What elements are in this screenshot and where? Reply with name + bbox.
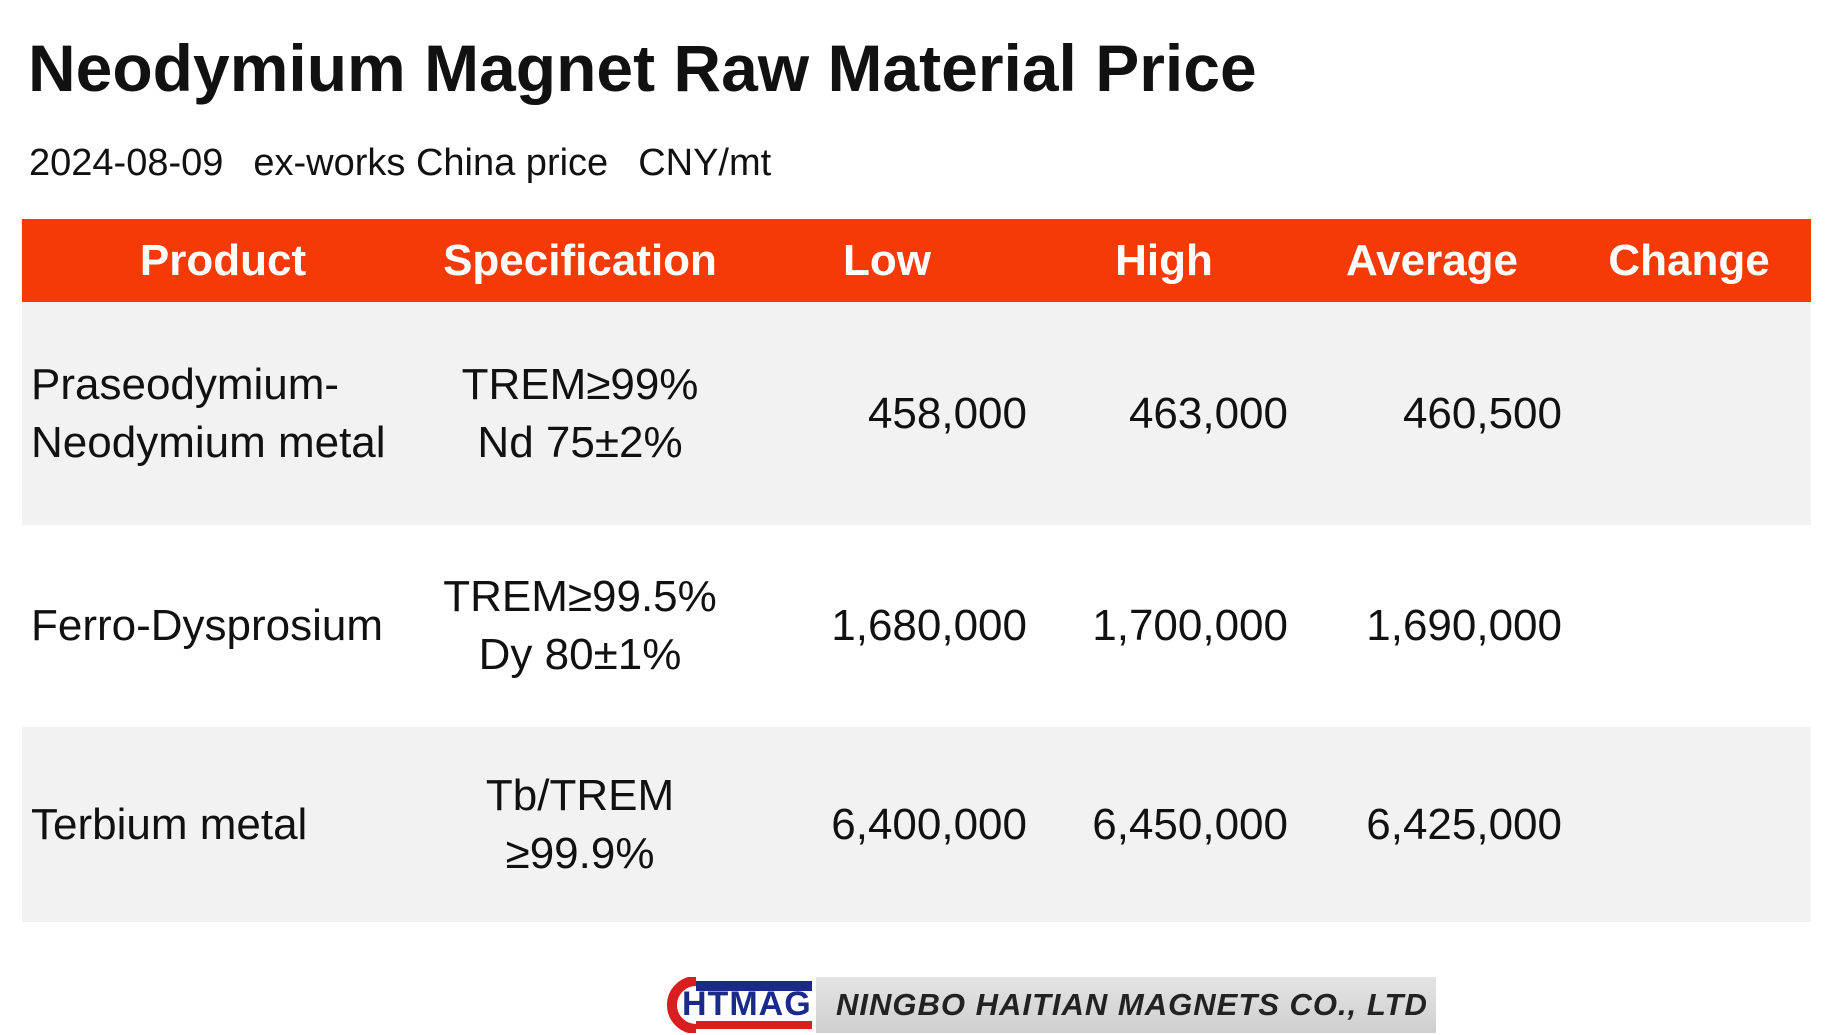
logo-mark: HTMAG <box>656 977 816 1033</box>
date: 2024-08-09 <box>29 142 224 184</box>
spec-line: TREM≥99% <box>461 359 699 409</box>
logo-band <box>696 1021 812 1029</box>
product-cell: Terbium metal <box>31 796 307 854</box>
low-cell: 1,680,000 <box>831 601 1027 650</box>
column-header: Average <box>1345 236 1519 285</box>
high-cell: 6,450,000 <box>1092 799 1288 849</box>
company-name: NINGBO HAITIAN MAGNETS CO., LTD <box>836 987 1428 1022</box>
basis: ex-works China price <box>253 142 609 184</box>
product-line: Ferro-Dysprosium <box>31 601 384 650</box>
spec-line: ≥99.9% <box>505 828 655 878</box>
column-header: Low <box>843 236 931 285</box>
average-cell: 1,690,000 <box>1366 601 1562 650</box>
logo-text: HTMAG <box>682 985 812 1023</box>
subtitle: 2024-08-09 ex-works China price CNY/mt <box>29 142 801 185</box>
product-line: Terbium metal <box>31 799 308 849</box>
low-cell: 458,000 <box>867 388 1027 438</box>
spec-cell: Tb/TREM ≥99.9% <box>486 767 674 883</box>
product-cell: Ferro-Dysprosium <box>31 597 383 655</box>
column-header: Product <box>139 236 307 285</box>
table-row: Praseodymium- Neodymium metal TREM≥99% Nd 7… <box>22 302 1811 525</box>
product-cell: Praseodymium- Neodymium metal <box>31 356 386 472</box>
spec-line: Dy 80±1% <box>478 630 682 679</box>
spec-line: Tb/TREM <box>485 770 675 820</box>
low-cell: 6,400,000 <box>831 799 1027 849</box>
average-cell: 6,425,000 <box>1366 799 1562 849</box>
table-row: Terbium metal Tb/TREM ≥99.9% 6,400,000 6,450… <box>22 727 1811 922</box>
logo-shape <box>667 977 812 1033</box>
spec-line: TREM≥99.5% <box>443 572 717 621</box>
logo-arc <box>667 977 697 1033</box>
spec-cell: TREM≥99% Nd 75±2% <box>462 356 699 472</box>
spec-line: Nd 75±2% <box>477 417 683 467</box>
title: Neodymium Magnet Raw Material Price <box>28 31 1257 105</box>
product-line: Neodymium metal <box>31 417 386 467</box>
table-header: Product Specification Low High Average Change <box>22 219 1811 302</box>
product-line: Praseodymium- <box>31 359 340 409</box>
high-cell: 463,000 <box>1128 388 1288 438</box>
column-header: Specification <box>443 236 717 285</box>
column-header: High <box>1115 236 1213 285</box>
logo-banner: HTMAG NINGBO HAITIAN MAGNETS CO., LTD <box>656 977 1436 1033</box>
high-cell: 1,700,000 <box>1092 601 1288 650</box>
table-row: Ferro-Dysprosium TREM≥99.5% Dy 80±1% 1,680,… <box>22 525 1811 727</box>
spec-cell: TREM≥99.5% Dy 80±1% <box>443 568 717 684</box>
unit: CNY/mt <box>638 142 772 184</box>
column-header: Change <box>1608 236 1770 285</box>
average-cell: 460,500 <box>1402 388 1562 438</box>
logo-band <box>696 981 812 991</box>
